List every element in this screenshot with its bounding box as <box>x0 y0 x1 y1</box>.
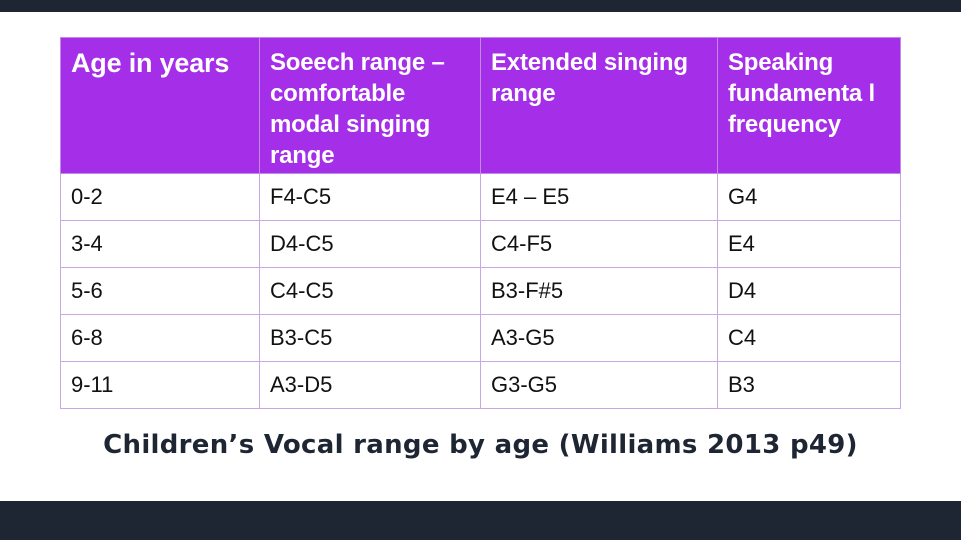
cell-speaking-frequency: D4 <box>717 267 901 315</box>
table-header-row: Age in years Soeech range – comfortable … <box>60 37 901 174</box>
table-row: 0-2 F4-C5 E4 – E5 G4 <box>60 173 901 221</box>
vocal-range-table: Age in years Soeech range – comfortable … <box>60 37 901 409</box>
cell-age: 5-6 <box>60 267 260 315</box>
cell-speaking-frequency: B3 <box>717 361 901 409</box>
cell-extended-range: C4-F5 <box>480 220 718 268</box>
header-speaking-frequency: Speaking fundamenta l frequency <box>717 37 901 174</box>
header-extended-range: Extended singing range <box>480 37 718 174</box>
cell-speech-range: B3-C5 <box>259 314 481 362</box>
cell-speaking-frequency: E4 <box>717 220 901 268</box>
table-row: 6-8 B3-C5 A3-G5 C4 <box>60 314 901 362</box>
cell-speech-range: F4-C5 <box>259 173 481 221</box>
table-row: 5-6 C4-C5 B3-F#5 D4 <box>60 267 901 315</box>
cell-extended-range: A3-G5 <box>480 314 718 362</box>
header-speech-range: Soeech range – comfortable modal singing… <box>259 37 481 174</box>
cell-age: 3-4 <box>60 220 260 268</box>
cell-speech-range: A3-D5 <box>259 361 481 409</box>
bottom-bar <box>0 501 961 540</box>
cell-extended-range: E4 – E5 <box>480 173 718 221</box>
top-bar <box>0 0 961 12</box>
cell-extended-range: G3-G5 <box>480 361 718 409</box>
header-age: Age in years <box>60 37 260 174</box>
table-caption: Children’s Vocal range by age (Williams … <box>103 430 858 460</box>
cell-age: 9-11 <box>60 361 260 409</box>
cell-speaking-frequency: C4 <box>717 314 901 362</box>
cell-age: 0-2 <box>60 173 260 221</box>
table-row: 3-4 D4-C5 C4-F5 E4 <box>60 220 901 268</box>
cell-age: 6-8 <box>60 314 260 362</box>
cell-speech-range: C4-C5 <box>259 267 481 315</box>
table-row: 9-11 A3-D5 G3-G5 B3 <box>60 361 901 409</box>
cell-speaking-frequency: G4 <box>717 173 901 221</box>
cell-extended-range: B3-F#5 <box>480 267 718 315</box>
cell-speech-range: D4-C5 <box>259 220 481 268</box>
